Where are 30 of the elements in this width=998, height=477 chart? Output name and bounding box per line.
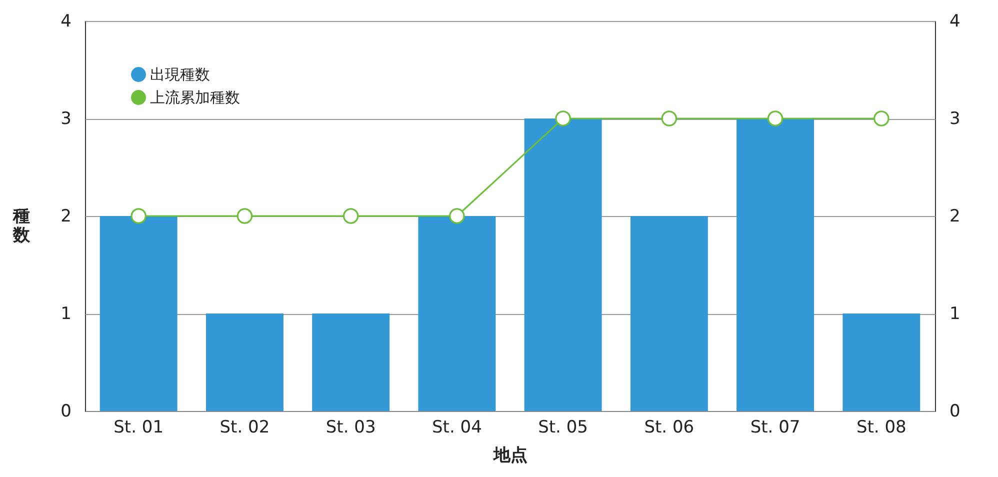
y-tick-label: 4 (60, 12, 72, 32)
bar (630, 216, 708, 411)
bar (206, 314, 284, 411)
y2-tick-label: 4 (950, 12, 960, 32)
bar (842, 314, 920, 411)
x-tick-label: St. 05 (538, 418, 588, 438)
y-tick-label: 3 (60, 109, 72, 129)
y-tick-label: 2 (60, 206, 72, 226)
bar (524, 118, 602, 411)
y2-tick-label: 0 (950, 402, 960, 422)
bar (100, 216, 178, 411)
y2-tick-label: 2 (950, 206, 960, 226)
x-tick-label: St. 08 (856, 418, 906, 438)
y2-tick-label: 3 (950, 109, 960, 129)
y-axis-title: 種数 (12, 206, 32, 246)
x-axis-title: 地点 (492, 446, 528, 466)
x-tick-label: St. 01 (114, 418, 164, 438)
x-tick-label: St. 03 (326, 418, 376, 438)
legend-label: 上流累加種数 (150, 88, 240, 106)
x-tick-label: St. 02 (220, 418, 270, 438)
x-tick-label: St. 04 (432, 418, 482, 438)
bar (418, 216, 496, 411)
x-tick-label: St. 07 (750, 418, 800, 438)
bar (312, 314, 390, 411)
x-tick-label: St. 06 (644, 418, 694, 438)
y-tick-label: 1 (60, 304, 72, 324)
y2-tick-label: 1 (950, 304, 960, 324)
bar (736, 118, 814, 411)
legend-label: 出現種数 (150, 66, 210, 84)
y-tick-label: 0 (60, 402, 72, 422)
